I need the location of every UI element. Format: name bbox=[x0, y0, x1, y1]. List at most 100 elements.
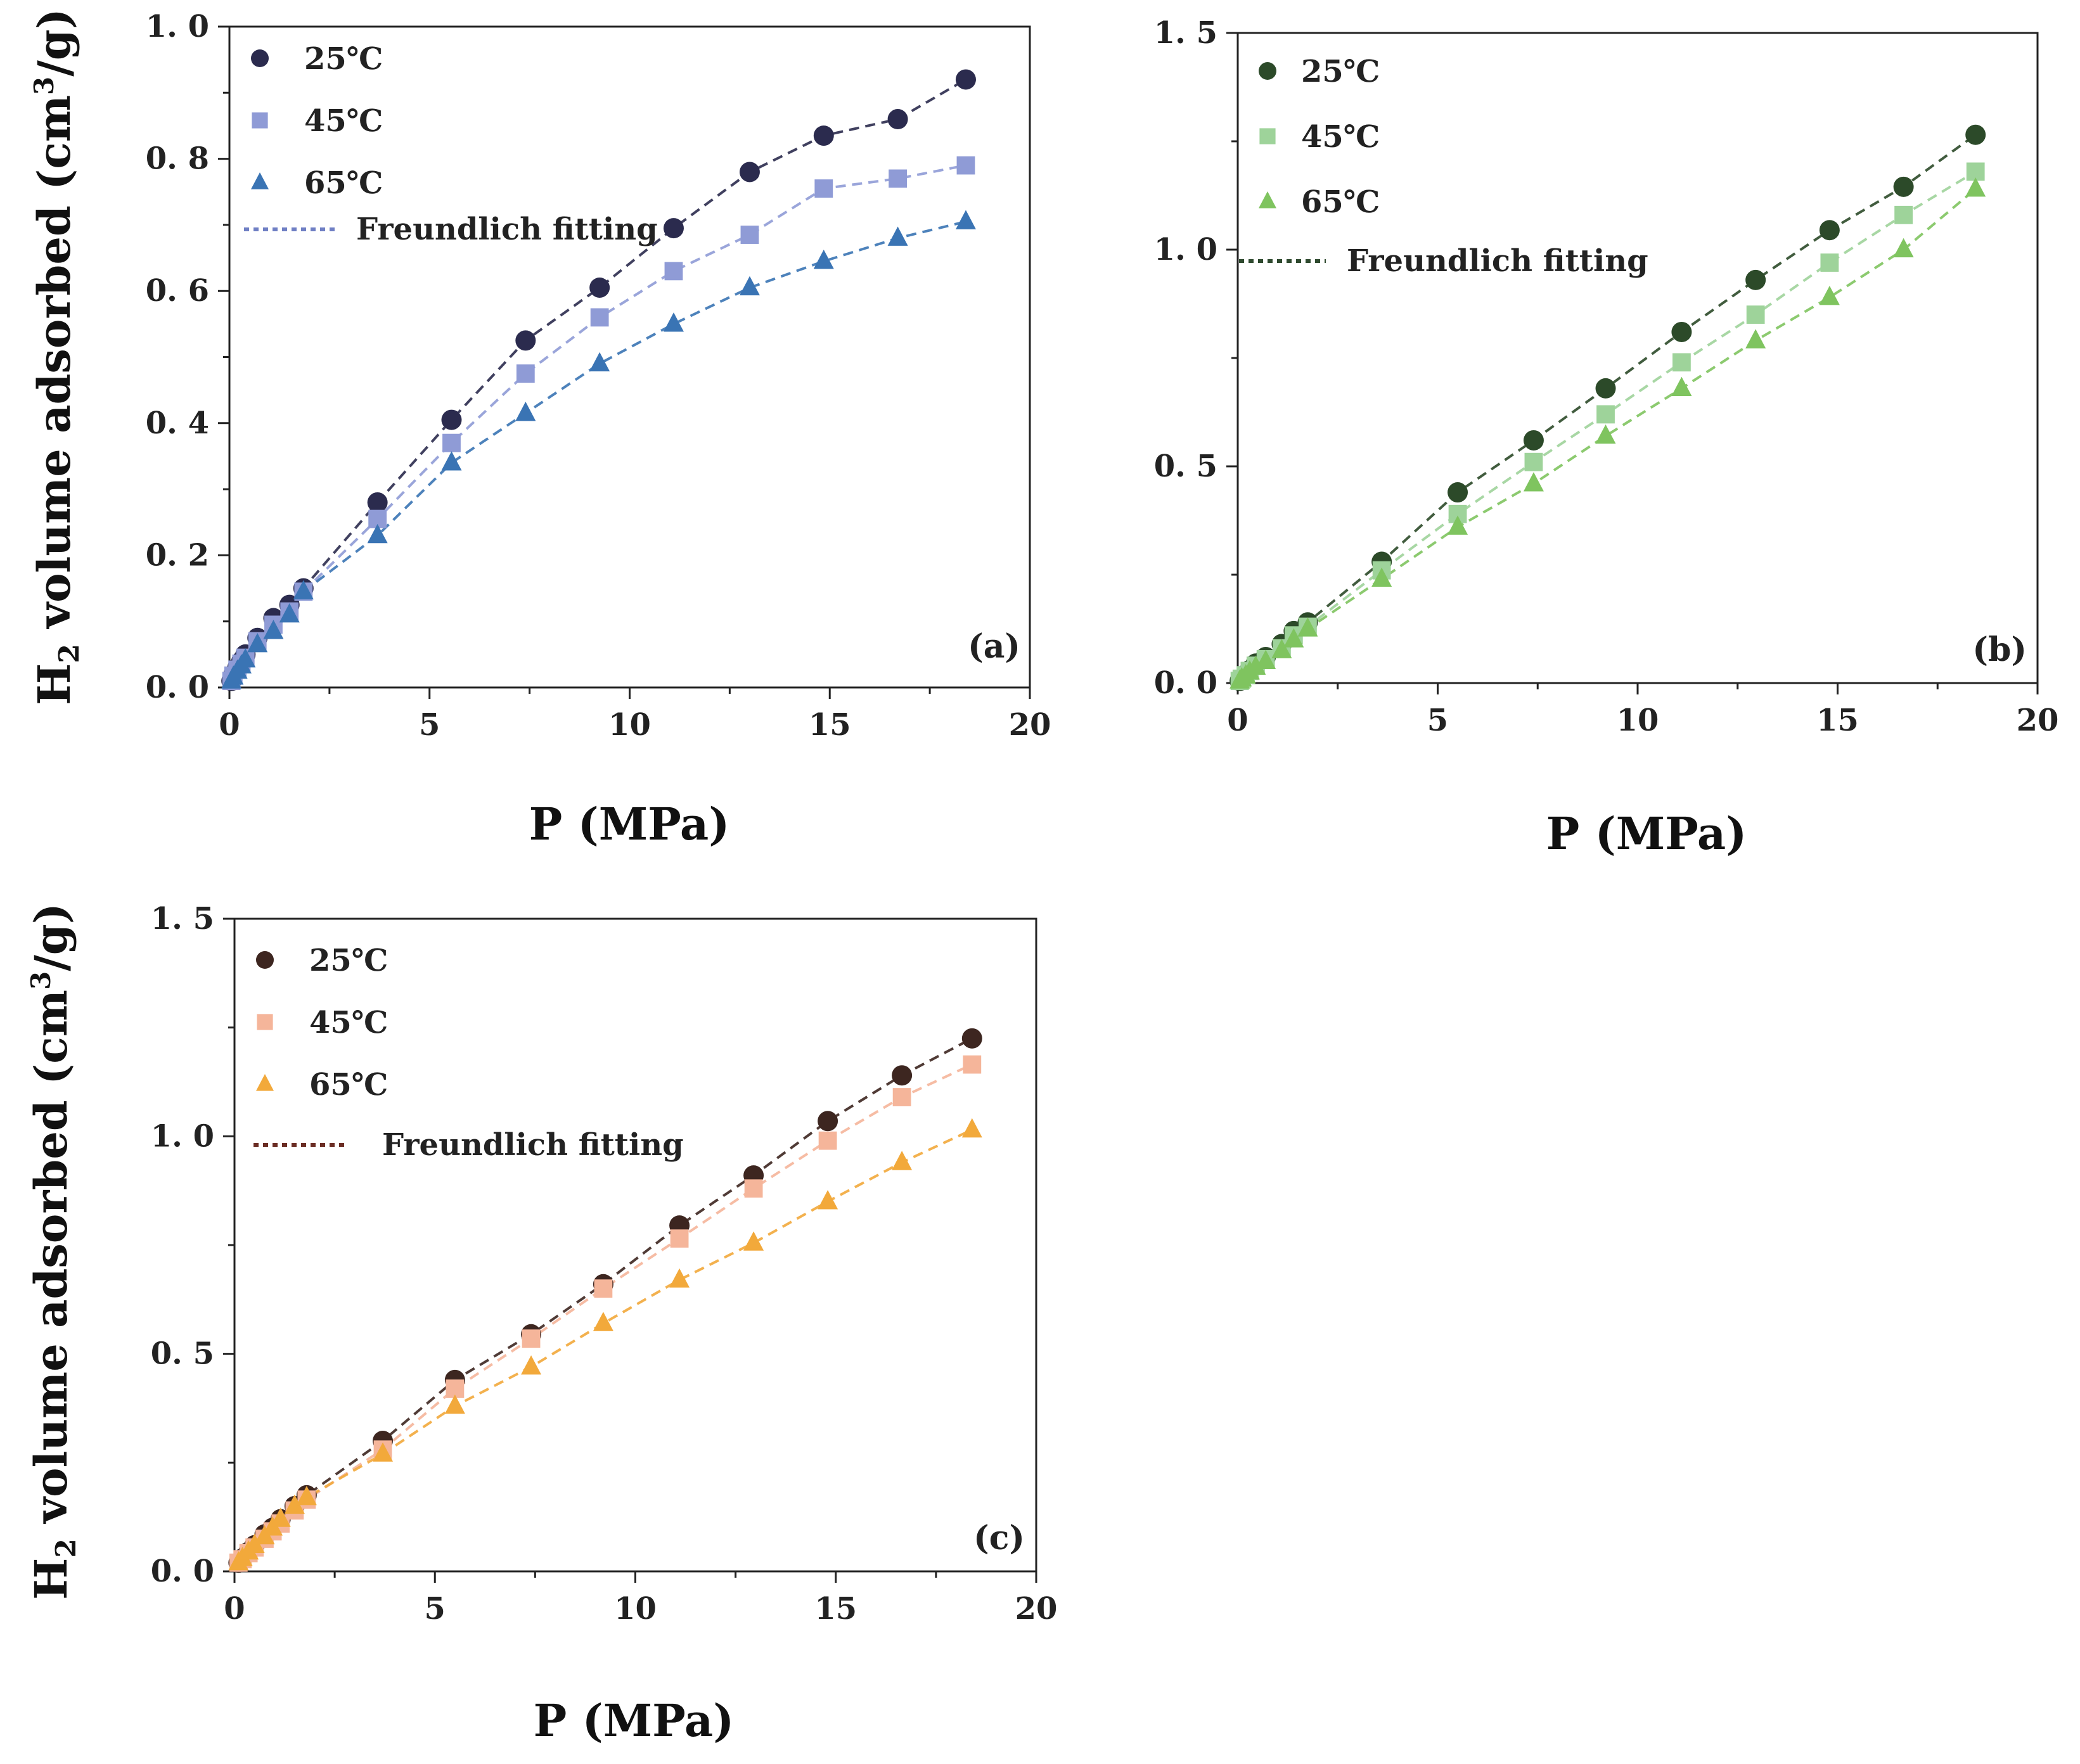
data-point bbox=[892, 1088, 911, 1106]
data-point bbox=[522, 1329, 541, 1348]
data-point bbox=[367, 492, 388, 513]
y-tick-label: 0. 6 bbox=[146, 273, 209, 309]
data-point bbox=[1448, 515, 1468, 535]
data-point bbox=[589, 352, 610, 372]
data-point bbox=[1271, 639, 1292, 658]
x-tick-label: 20 bbox=[1009, 707, 1051, 743]
x-tick-label: 20 bbox=[1015, 1591, 1058, 1627]
data-point bbox=[1819, 220, 1840, 241]
legend-marker bbox=[1259, 191, 1276, 208]
data-point bbox=[1745, 269, 1766, 290]
data-point bbox=[1671, 321, 1692, 342]
data-point bbox=[593, 1312, 613, 1331]
y-tick-label: 1. 5 bbox=[1154, 15, 1217, 51]
data-point bbox=[293, 580, 314, 599]
data-point bbox=[1448, 482, 1468, 503]
x-tick-label: 15 bbox=[1816, 703, 1859, 738]
fit-line-65℃ bbox=[1238, 188, 1977, 682]
legend: 25℃ 45℃ 65℃ Freundlich fitting bbox=[244, 41, 658, 247]
data-point bbox=[961, 1028, 982, 1049]
panel-label: (c) bbox=[973, 1519, 1025, 1557]
data-point bbox=[955, 69, 976, 90]
data-point bbox=[664, 262, 683, 281]
legend-label: 25℃ bbox=[304, 41, 383, 77]
series-25℃ bbox=[228, 1028, 982, 1573]
fit-line-65℃ bbox=[237, 1128, 973, 1564]
x-tick-label: 5 bbox=[425, 1591, 446, 1627]
y-tick-label: 0. 0 bbox=[151, 1554, 214, 1589]
data-point bbox=[1671, 376, 1692, 397]
data-point bbox=[589, 277, 610, 298]
data-point bbox=[892, 1151, 913, 1170]
legend-marker bbox=[251, 49, 269, 67]
chart-panel-a: 0 5 10 15 20 0. 0 0. 2 0. 4 0. 6 0. 8 1. 0 25℃ 45℃ 65… bbox=[28, 8, 1051, 850]
fit-line-45℃ bbox=[1238, 170, 1977, 682]
panel-label: (a) bbox=[968, 627, 1020, 666]
legend-label: 25℃ bbox=[309, 943, 388, 978]
data-point bbox=[1965, 177, 1986, 197]
data-point bbox=[887, 109, 908, 130]
data-point bbox=[818, 1131, 837, 1150]
legend-marker bbox=[257, 1014, 273, 1030]
legend: 25℃ 45℃ 65℃ Freundlich fitting bbox=[254, 943, 684, 1163]
legend-marker bbox=[252, 112, 268, 129]
series-65℃ bbox=[221, 210, 976, 689]
data-point bbox=[1672, 353, 1691, 372]
x-tick-label: 5 bbox=[419, 707, 440, 743]
data-point bbox=[663, 312, 684, 332]
data-point bbox=[1820, 253, 1839, 272]
data-point bbox=[244, 1533, 265, 1553]
y-axis-title: H2 volume adsorbed (cm3/g) bbox=[28, 8, 86, 705]
chart-panel-b: 0 5 10 15 20 0. 0 0. 5 1. 0 1. 5 25℃ 45℃ 65℃ Freundl… bbox=[1154, 15, 2059, 860]
data-point bbox=[961, 1118, 982, 1138]
legend-label: 45℃ bbox=[309, 1005, 388, 1040]
data-point bbox=[1596, 405, 1615, 424]
data-point bbox=[963, 1055, 982, 1074]
legend-label: 45℃ bbox=[304, 103, 383, 139]
y-tick-label: 1. 5 bbox=[151, 901, 214, 936]
legend: 25℃ 45℃ 65℃ Freundlich fitting bbox=[1239, 54, 1648, 279]
data-point bbox=[739, 276, 760, 296]
x-tick-label: 20 bbox=[2017, 703, 2059, 738]
data-point bbox=[669, 1268, 690, 1288]
data-point bbox=[516, 364, 535, 383]
y-tick-label: 0. 2 bbox=[146, 537, 209, 573]
y-tick-label: 0. 8 bbox=[146, 141, 209, 177]
legend-label: 65℃ bbox=[309, 1067, 388, 1102]
data-point bbox=[955, 210, 976, 229]
data-point bbox=[956, 156, 975, 175]
y-axis-title: H2 volume adsorbed (cm3/g) bbox=[25, 903, 82, 1600]
data-point bbox=[1245, 655, 1266, 675]
legend-label: 65℃ bbox=[1301, 184, 1380, 220]
data-point bbox=[663, 218, 684, 239]
y-tick-label: 0. 4 bbox=[146, 406, 209, 441]
data-point bbox=[235, 648, 256, 668]
y-tick-label: 0. 5 bbox=[1154, 449, 1217, 484]
data-point bbox=[1595, 378, 1616, 399]
data-point bbox=[296, 1486, 317, 1505]
data-point bbox=[1595, 424, 1616, 444]
legend-fit-label: Freundlich fitting bbox=[382, 1127, 684, 1163]
data-point bbox=[1893, 176, 1914, 197]
legend-marker bbox=[1259, 62, 1276, 80]
legend-label: 25℃ bbox=[1301, 54, 1380, 89]
data-point bbox=[367, 523, 388, 544]
x-tick-label: 10 bbox=[614, 1591, 657, 1627]
x-tick-label: 15 bbox=[814, 1591, 857, 1627]
x-tick-label: 15 bbox=[809, 707, 851, 743]
data-point bbox=[1283, 628, 1304, 648]
data-point bbox=[892, 1065, 913, 1086]
y-tick-label: 0. 0 bbox=[1154, 665, 1217, 701]
x-tick-label: 5 bbox=[1427, 703, 1448, 738]
y-tick-label: 1. 0 bbox=[1154, 232, 1217, 267]
data-point bbox=[739, 162, 760, 182]
series-25℃ bbox=[221, 69, 976, 691]
data-point bbox=[1745, 329, 1766, 348]
x-tick-label: 10 bbox=[608, 707, 651, 743]
legend-marker bbox=[251, 172, 269, 189]
data-point bbox=[1894, 205, 1913, 224]
data-point bbox=[1255, 649, 1276, 669]
data-point bbox=[515, 401, 536, 421]
legend-label: 65℃ bbox=[304, 165, 383, 201]
